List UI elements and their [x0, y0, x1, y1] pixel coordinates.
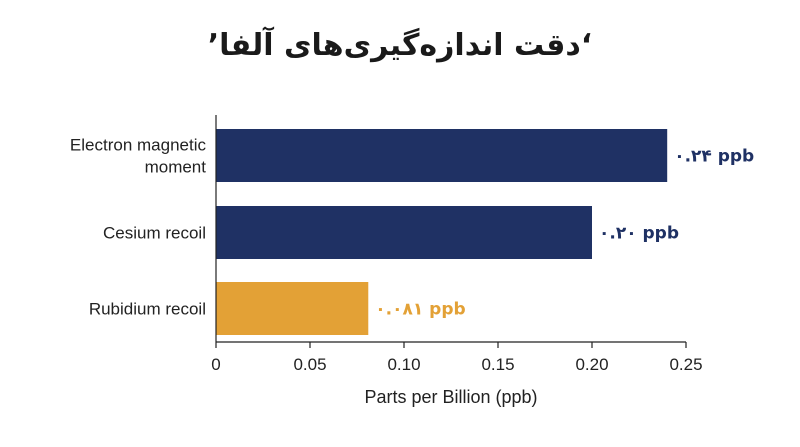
data-label-2: ۰.۰۸۱ ppb	[375, 300, 465, 320]
x-tick-label-4: 0.20	[575, 355, 608, 374]
x-tick-label-3: 0.15	[481, 355, 514, 374]
x-axis-label: Parts per Billion (ppb)	[364, 387, 537, 407]
data-label-0: ۰.۲۴ ppb	[674, 147, 754, 167]
category-label-0-line-0: Electron magnetic	[70, 136, 207, 155]
x-tick-label-0: 0	[211, 355, 220, 374]
category-label-0-line-1: moment	[145, 158, 207, 177]
data-label-1: ۰.۲۰ ppb	[599, 224, 679, 244]
x-tick-label-2: 0.10	[387, 355, 420, 374]
chart-title: ‘دقت اندازه‌گیری‌های آلفا’	[207, 28, 593, 63]
x-tick-label-5: 0.25	[669, 355, 702, 374]
category-label-1: Cesium recoil	[103, 224, 206, 243]
x-tick-label-1: 0.05	[293, 355, 326, 374]
category-label-2: Rubidium recoil	[89, 300, 206, 319]
bar-1	[216, 206, 592, 259]
bar-0	[216, 129, 668, 182]
bar-2	[216, 282, 369, 335]
